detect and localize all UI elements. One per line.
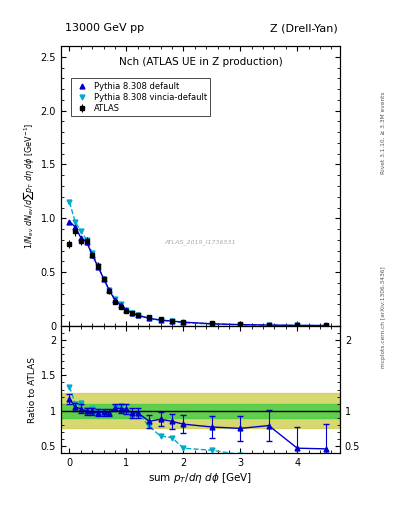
Bar xyxy=(61,393,340,429)
Text: ATLAS_2019_I1736531: ATLAS_2019_I1736531 xyxy=(165,239,236,245)
Pythia 8.308 vincia-default xyxy=(323,323,328,329)
Pythia 8.308 vincia-default xyxy=(238,322,242,328)
Pythia 8.308 default xyxy=(181,319,186,325)
Pythia 8.308 default xyxy=(107,287,112,293)
Pythia 8.308 vincia-default xyxy=(79,228,83,234)
Pythia 8.308 default xyxy=(124,307,129,313)
Pythia 8.308 default xyxy=(130,310,134,316)
Pythia 8.308 default xyxy=(79,234,83,241)
Pythia 8.308 vincia-default xyxy=(170,318,174,325)
Pythia 8.308 default xyxy=(323,323,328,329)
Pythia 8.308 vincia-default xyxy=(107,287,112,293)
Pythia 8.308 default xyxy=(67,219,72,225)
Pythia 8.308 default xyxy=(158,317,163,323)
Text: Rivet 3.1.10, ≥ 3.3M events: Rivet 3.1.10, ≥ 3.3M events xyxy=(381,92,386,175)
Y-axis label: $1/N_{ev}$ $dN_{ev}/d\sum p_T$ $d\eta$ $d\phi$ [GeV$^{-1}$]: $1/N_{ev}$ $dN_{ev}/d\sum p_T$ $d\eta$ $… xyxy=(22,123,37,249)
Pythia 8.308 default xyxy=(209,321,214,327)
Text: mcplots.cern.ch [arXiv:1306.3436]: mcplots.cern.ch [arXiv:1306.3436] xyxy=(381,267,386,368)
Pythia 8.308 default xyxy=(95,264,100,270)
Pythia 8.308 default xyxy=(73,224,77,230)
Pythia 8.308 vincia-default xyxy=(118,302,123,308)
Pythia 8.308 vincia-default xyxy=(73,219,77,225)
Pythia 8.308 default xyxy=(90,252,95,258)
Legend: Pythia 8.308 default, Pythia 8.308 vincia-default, ATLAS: Pythia 8.308 default, Pythia 8.308 vinci… xyxy=(71,78,211,116)
Pythia 8.308 vincia-default xyxy=(130,310,134,316)
Pythia 8.308 vincia-default xyxy=(295,323,299,329)
Pythia 8.308 vincia-default xyxy=(181,319,186,326)
X-axis label: sum $p_T/d\eta$ $d\phi$ [GeV]: sum $p_T/d\eta$ $d\phi$ [GeV] xyxy=(148,471,253,485)
Text: 13000 GeV pp: 13000 GeV pp xyxy=(65,23,144,33)
Pythia 8.308 vincia-default xyxy=(67,199,72,205)
Pythia 8.308 default xyxy=(113,297,118,303)
Pythia 8.308 vincia-default xyxy=(101,275,106,282)
Y-axis label: Ratio to ATLAS: Ratio to ATLAS xyxy=(28,356,37,422)
Pythia 8.308 default xyxy=(101,275,106,282)
Pythia 8.308 vincia-default xyxy=(90,250,95,256)
Pythia 8.308 vincia-default xyxy=(266,322,271,328)
Pythia 8.308 default xyxy=(238,322,242,328)
Text: Z (Drell-Yan): Z (Drell-Yan) xyxy=(270,23,338,33)
Line: Pythia 8.308 default: Pythia 8.308 default xyxy=(67,219,328,328)
Line: Pythia 8.308 vincia-default: Pythia 8.308 vincia-default xyxy=(67,200,328,328)
Pythia 8.308 vincia-default xyxy=(147,315,152,322)
Pythia 8.308 default xyxy=(266,322,271,328)
Pythia 8.308 default xyxy=(295,323,299,329)
Pythia 8.308 default xyxy=(118,303,123,309)
Pythia 8.308 default xyxy=(136,312,140,318)
Pythia 8.308 vincia-default xyxy=(124,307,129,313)
Text: Nch (ATLAS UE in Z production): Nch (ATLAS UE in Z production) xyxy=(119,57,282,67)
Pythia 8.308 vincia-default xyxy=(158,317,163,324)
Pythia 8.308 vincia-default xyxy=(95,263,100,269)
Pythia 8.308 default xyxy=(84,239,89,245)
Pythia 8.308 vincia-default xyxy=(113,296,118,302)
Bar xyxy=(61,403,340,418)
Pythia 8.308 vincia-default xyxy=(209,321,214,327)
Pythia 8.308 default xyxy=(147,315,152,322)
Pythia 8.308 vincia-default xyxy=(136,312,140,318)
Pythia 8.308 vincia-default xyxy=(84,237,89,243)
Pythia 8.308 default xyxy=(170,318,174,324)
